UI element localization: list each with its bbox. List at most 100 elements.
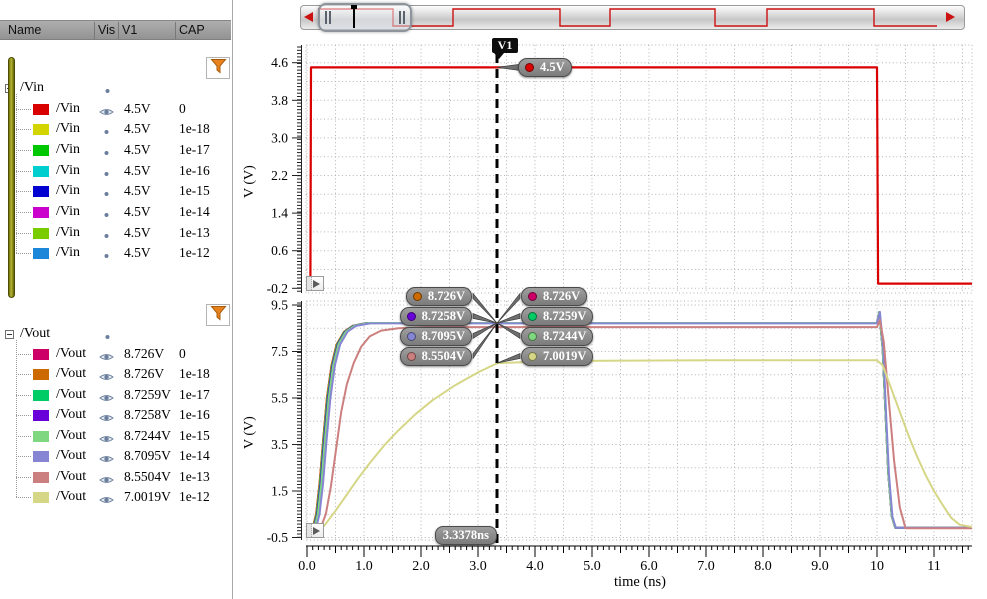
trace-color-swatch[interactable] — [33, 369, 49, 380]
signal-row[interactable]: /Vout 8.5504V 1e-13 — [0, 468, 231, 486]
cursor-value-bubble[interactable]: 8.726V — [405, 287, 472, 306]
column-header-name[interactable]: Name — [8, 23, 42, 37]
trace-color-swatch[interactable] — [33, 144, 49, 156]
signal-row[interactable]: /Vin 4.5V 1e-17 — [0, 141, 231, 159]
column-header-vis[interactable]: Vis — [98, 23, 116, 37]
tree-connector — [16, 129, 31, 131]
signal-row[interactable]: /Vout 8.726V 0 — [0, 345, 231, 363]
visibility-eye-icon[interactable] — [99, 104, 114, 122]
y-tick-label: 2.2 — [271, 168, 288, 183]
cap-value: 1e-12 — [179, 245, 210, 261]
expand-strip-button-top[interactable] — [306, 276, 324, 291]
visibility-dot-icon[interactable] — [100, 329, 115, 347]
trace-color-swatch[interactable] — [33, 451, 49, 462]
trace-color-swatch[interactable] — [33, 471, 49, 483]
column-header-v1[interactable]: V1 — [122, 23, 138, 37]
thumb-grip-right[interactable] — [399, 11, 401, 24]
trace-color-swatch[interactable] — [33, 103, 49, 115]
trace-color-swatch[interactable] — [33, 348, 49, 360]
trace-color-swatch[interactable] — [33, 227, 49, 239]
cursor-value-bubble[interactable]: 8.726V — [521, 287, 588, 306]
signal-row[interactable]: /Vin 4.5V 1e-13 — [0, 224, 231, 242]
visibility-dot-icon[interactable] — [100, 83, 115, 101]
scroll-left-icon[interactable] — [304, 12, 313, 22]
trace-color-swatch[interactable] — [33, 186, 49, 198]
trace-color-swatch[interactable] — [33, 207, 49, 218]
cursor-flag[interactable]: V1 — [492, 38, 518, 59]
tree-collapse-icon[interactable] — [5, 329, 14, 339]
tree-connector — [16, 476, 31, 479]
visibility-eye-icon[interactable] — [99, 431, 114, 449]
cursor-value-bubble[interactable]: 8.7095V — [399, 327, 472, 346]
trace-color-swatch[interactable] — [33, 389, 49, 401]
signal-row[interactable]: /Vout 8.7095V 1e-14 — [0, 447, 231, 465]
trace-color-swatch[interactable] — [33, 430, 49, 442]
v1-value: 4.5V — [124, 141, 151, 157]
thumb-grip-left[interactable] — [329, 11, 331, 24]
thumb-cursor-marker[interactable] — [351, 5, 357, 28]
v1-value: 8.726V — [124, 366, 165, 381]
visibility-eye-icon[interactable] — [99, 349, 114, 367]
v1-value: 8.726V — [124, 345, 165, 361]
signal-row[interactable]: /Vout 8.726V 1e-18 — [0, 365, 231, 383]
filter-button[interactable] — [206, 304, 230, 326]
signal-row[interactable]: /Vin 4.5V 1e-18 — [0, 120, 231, 138]
trace-color-swatch[interactable] — [33, 124, 49, 136]
cap-value: 1e-15 — [179, 427, 210, 443]
tree-connector — [16, 353, 31, 356]
cursor-value-bubble[interactable]: 8.7244V — [521, 327, 594, 346]
cursor-value-bubble[interactable]: 4.5V — [518, 58, 572, 77]
visibility-eye-icon[interactable] — [99, 369, 114, 387]
signal-row[interactable]: /Vout 8.7258V 1e-16 — [0, 406, 231, 424]
thumb-grip-left[interactable] — [325, 11, 327, 24]
cursor-value-bubble[interactable]: 8.7258V — [399, 307, 472, 326]
trace-color-swatch[interactable] — [33, 248, 49, 260]
scroll-right-icon[interactable] — [946, 12, 955, 22]
signal-row[interactable]: /Vin 4.5V 1e-14 — [0, 203, 231, 221]
visibility-dot-icon[interactable] — [99, 228, 114, 246]
cursor-value-bubble[interactable]: 8.5504V — [399, 347, 472, 366]
signal-row[interactable]: /Vout 7.0019V 1e-12 — [0, 488, 231, 506]
overview-zoom-thumb[interactable] — [318, 3, 412, 32]
signal-name: /Vin — [56, 204, 81, 219]
signal-row[interactable]: /Vin 4.5V 1e-15 — [0, 182, 231, 200]
tree-connector — [16, 497, 31, 499]
signal-row[interactable]: /Vout 8.7244V 1e-15 — [0, 427, 231, 445]
trace-dot-icon — [525, 62, 534, 72]
visibility-dot-icon[interactable] — [99, 186, 114, 204]
panel-divider[interactable] — [232, 0, 233, 599]
expand-strip-button-bottom[interactable] — [306, 523, 324, 538]
group-selection-bar[interactable] — [8, 57, 15, 298]
visibility-eye-icon[interactable] — [99, 390, 114, 408]
visibility-dot-icon[interactable] — [99, 145, 114, 163]
x-tick-label: 7.0 — [697, 559, 715, 574]
v1-value: 8.7258V — [124, 407, 171, 422]
trace-color-swatch[interactable] — [33, 492, 49, 503]
cursor-value-bubble[interactable]: 7.0019V — [521, 347, 594, 366]
trace-color-swatch[interactable] — [33, 165, 49, 177]
signal-row[interactable]: /Vin 4.5V 0 — [0, 100, 231, 118]
trace-color-swatch[interactable] — [33, 410, 49, 421]
column-header-cap[interactable]: CAP — [179, 23, 205, 37]
visibility-eye-icon[interactable] — [99, 492, 114, 510]
visibility-eye-icon[interactable] — [99, 410, 114, 428]
visibility-eye-icon[interactable] — [99, 472, 114, 490]
tree-connector — [16, 170, 31, 173]
trace-vout-cap-1e-13[interactable] — [307, 319, 972, 530]
visibility-eye-icon[interactable] — [99, 451, 114, 469]
visibility-dot-icon[interactable] — [99, 166, 114, 184]
visibility-dot-icon[interactable] — [99, 124, 114, 142]
cursor-time-bubble[interactable]: 3.3378ns — [434, 526, 497, 545]
signal-name: /Vin — [56, 245, 81, 261]
filter-button[interactable] — [206, 57, 230, 79]
thumb-grip-right[interactable] — [403, 11, 405, 24]
signal-row[interactable]: /Vin 4.5V 1e-12 — [0, 244, 231, 262]
signal-row[interactable]: /Vout 8.7259V 1e-17 — [0, 386, 231, 404]
visibility-dot-icon[interactable] — [99, 207, 114, 225]
signal-row[interactable]: /Vin 4.5V 1e-16 — [0, 162, 231, 180]
signal-group-row[interactable]: /Vout — [0, 325, 231, 343]
trace-vout-cap-1e-14[interactable] — [307, 311, 972, 529]
cursor-value-bubble[interactable]: 8.7259V — [521, 307, 594, 326]
visibility-dot-icon[interactable] — [99, 248, 114, 266]
